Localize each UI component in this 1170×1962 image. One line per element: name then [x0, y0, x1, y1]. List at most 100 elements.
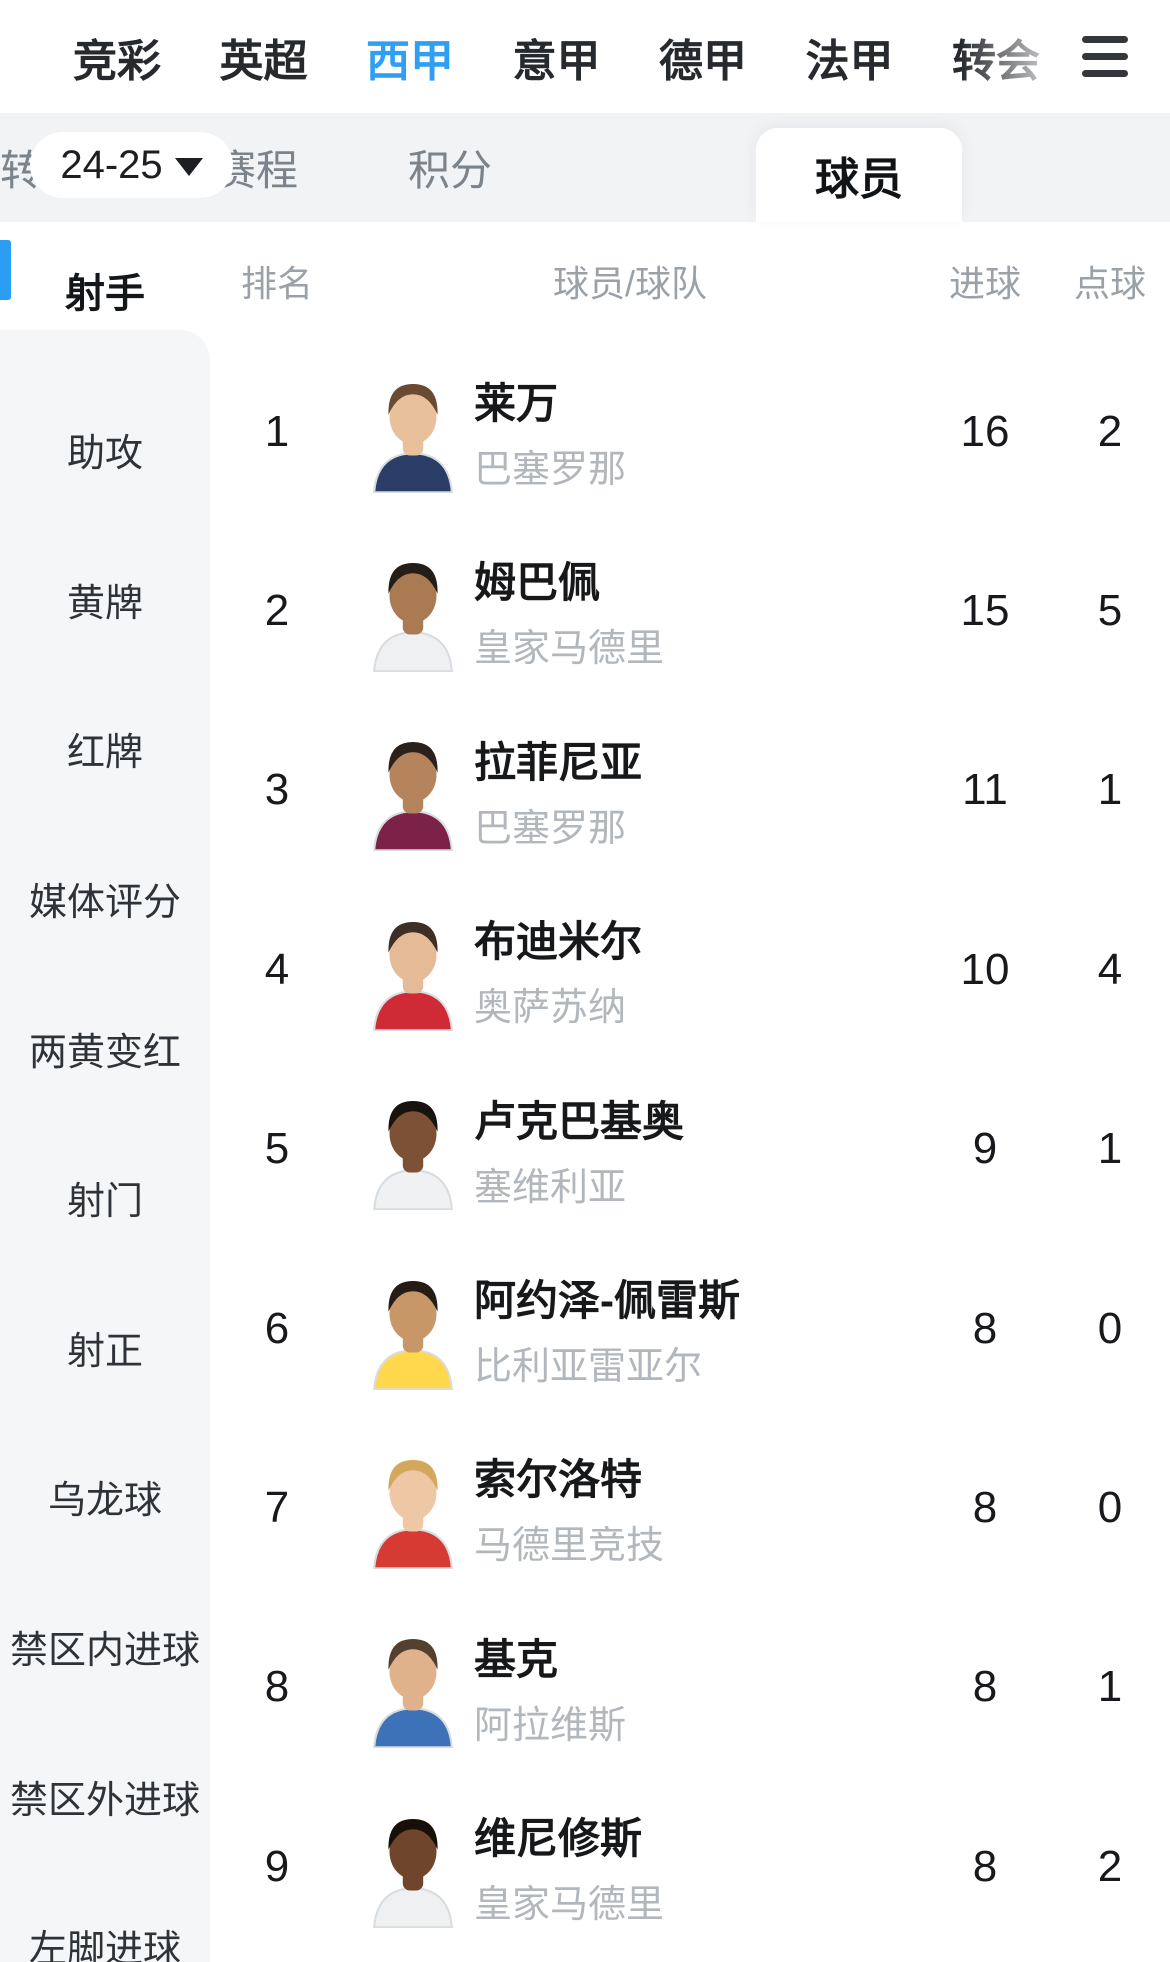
- sidebar-item[interactable]: 左脚进球: [0, 1871, 210, 1962]
- section-tab[interactable]: 积分: [408, 113, 492, 222]
- table-row[interactable]: 3 拉菲尼亚 巴塞罗那 11 1: [0, 701, 1170, 880]
- goals-value: 10: [960, 944, 1010, 994]
- penalty-value: 0: [1097, 1483, 1123, 1533]
- hamburger-menu-icon[interactable]: [1082, 0, 1128, 113]
- penalty-value: 1: [1097, 1662, 1123, 1712]
- top-nav-item-label: 转会: [952, 36, 1040, 86]
- section-tab[interactable]: 球员: [756, 128, 962, 222]
- rank-value: 7: [264, 1483, 290, 1533]
- sidebar-item-label: 黄牌: [66, 582, 143, 625]
- goals-value: 8: [972, 1303, 998, 1353]
- sidebar-item[interactable]: 禁区内进球: [0, 1572, 210, 1722]
- player-name: 基克: [474, 1635, 559, 1683]
- rank-value: 4: [264, 944, 290, 994]
- rank-value: 2: [264, 586, 290, 636]
- table-row[interactable]: 5 卢克巴基奥 塞维利亚 9 1: [0, 1060, 1170, 1239]
- goals-value: 16: [960, 406, 1010, 456]
- penalty-value: 2: [1097, 1841, 1123, 1891]
- player-name: 拉菲尼亚: [474, 738, 643, 786]
- penalty-value: 4: [1097, 944, 1123, 994]
- penalty-value: 1: [1097, 765, 1123, 815]
- top-nav-item[interactable]: 意甲: [513, 25, 601, 89]
- table-row[interactable]: 8 基克 阿拉维斯 8 1: [0, 1598, 1170, 1777]
- top-nav-item-label: 德甲: [659, 36, 747, 86]
- sidebar-item-label: 红牌: [66, 732, 143, 775]
- season-label: 24-25: [60, 142, 163, 187]
- player-photo: [373, 1101, 453, 1211]
- table-row[interactable]: 9 维尼修斯 皇家马德里 8 2: [0, 1777, 1170, 1956]
- top-nav-item-label: 意甲: [512, 36, 601, 86]
- players-stats-panel: 排名 球员/球队 进球 点球 射手 助攻 黄牌 红牌 媒体评分 两黄变红 射门 …: [0, 222, 1170, 1962]
- goals-value: 15: [960, 586, 1010, 636]
- player-photo: [373, 1460, 453, 1570]
- table-row[interactable]: 2 姆巴佩 皇家马德里 15 5: [0, 521, 1170, 700]
- table-row[interactable]: 4 布迪米尔 奥萨苏纳 10 4: [0, 880, 1170, 1059]
- sidebar-item-label: 射正: [66, 1330, 143, 1373]
- top-nav-item-label: 西甲: [366, 36, 454, 86]
- sidebar-item[interactable]: 两黄变红: [0, 973, 210, 1123]
- goals-value: 8: [972, 1841, 998, 1891]
- goals-value: 8: [972, 1662, 998, 1712]
- player-name: 索尔洛特: [474, 1456, 643, 1504]
- table-row[interactable]: 6 阿约泽-佩雷斯 比利亚雷亚尔 8 0: [0, 1239, 1170, 1418]
- section-tab-label: 积分: [408, 147, 493, 194]
- top-nav-item-label: 竞彩: [73, 36, 161, 86]
- sidebar-item-label: 左脚进球: [28, 1929, 181, 1962]
- penalty-value: 5: [1097, 586, 1123, 636]
- player-photo: [373, 383, 453, 493]
- rank-value: 5: [264, 1124, 290, 1174]
- top-nav-item[interactable]: 法甲: [806, 25, 894, 89]
- sidebar-item[interactable]: 禁区外进球: [0, 1721, 210, 1871]
- player-photo: [373, 742, 453, 852]
- top-nav-item[interactable]: 转会: [952, 25, 1040, 89]
- stats-category-sidebar: 助攻 黄牌 红牌 媒体评分 两黄变红 射门 射正 乌龙球 禁区内进球 禁区外进球…: [0, 330, 210, 1962]
- sidebar-item-label: 射门: [66, 1181, 143, 1224]
- sidebar-item-label: 乌龙球: [47, 1480, 162, 1523]
- player-team: 皇家马德里: [474, 1884, 665, 1927]
- goals-value: 9: [972, 1124, 998, 1174]
- player-photo: [373, 1280, 453, 1390]
- sidebar-item-label: 两黄变红: [28, 1031, 181, 1074]
- season-selector[interactable]: 24-25: [30, 132, 233, 198]
- rank-value: 1: [264, 406, 290, 456]
- sidebar-item-label: 媒体评分: [28, 882, 181, 925]
- player-photo: [373, 1639, 453, 1749]
- column-header-player: 球员/球队: [552, 263, 708, 304]
- top-nav-item[interactable]: 竞彩: [73, 25, 161, 89]
- top-nav-item-label: 法甲: [805, 36, 894, 86]
- sidebar-item[interactable]: 乌龙球: [0, 1422, 210, 1572]
- sidebar-item[interactable]: 助攻: [0, 375, 210, 525]
- rank-value: 6: [264, 1303, 290, 1353]
- top-nav-item[interactable]: 德甲: [659, 25, 747, 89]
- player-team: 比利亚雷亚尔: [474, 1345, 703, 1388]
- player-team: 奥萨苏纳: [474, 987, 627, 1030]
- sidebar-item[interactable]: 射正: [0, 1273, 210, 1423]
- top-nav-item-label: 英超: [219, 36, 308, 86]
- sidebar-item-top-scorers[interactable]: 射手: [0, 222, 210, 330]
- table-row[interactable]: 7 索尔洛特 马德里竞技 8 0: [0, 1418, 1170, 1597]
- table-row[interactable]: 1 莱万 巴塞罗那 16 2: [0, 342, 1170, 521]
- player-name: 莱万: [474, 380, 559, 427]
- player-team: 塞维利亚: [474, 1166, 627, 1209]
- sidebar-item[interactable]: 射门: [0, 1123, 210, 1273]
- column-header-rank: 排名: [240, 263, 314, 304]
- sidebar-item-label: 射手: [65, 272, 145, 316]
- sidebar-item[interactable]: 媒体评分: [0, 824, 210, 974]
- chevron-down-icon: [174, 158, 203, 176]
- player-name: 姆巴佩: [474, 559, 601, 607]
- player-name: 维尼修斯: [474, 1815, 643, 1863]
- rank-value: 8: [264, 1662, 290, 1712]
- sidebar-item-label: 禁区外进球: [9, 1779, 200, 1822]
- player-team: 阿拉维斯: [474, 1704, 627, 1747]
- player-team: 皇家马德里: [474, 628, 665, 671]
- sidebar-item[interactable]: 黄牌: [0, 525, 210, 675]
- player-team: 马德里竞技: [474, 1525, 665, 1568]
- top-nav-items: 竞彩 英超 西甲 意甲 德甲 法甲 转会: [73, 0, 1040, 113]
- player-team: 巴塞罗那: [474, 449, 627, 491]
- sidebar-item-label: 助攻: [66, 433, 143, 476]
- column-header-goals: 进球: [948, 263, 1022, 304]
- sidebar-item[interactable]: 红牌: [0, 674, 210, 824]
- top-nav-item[interactable]: 英超: [220, 25, 308, 89]
- top-nav-item[interactable]: 西甲: [366, 25, 454, 89]
- penalty-value: 1: [1097, 1124, 1123, 1174]
